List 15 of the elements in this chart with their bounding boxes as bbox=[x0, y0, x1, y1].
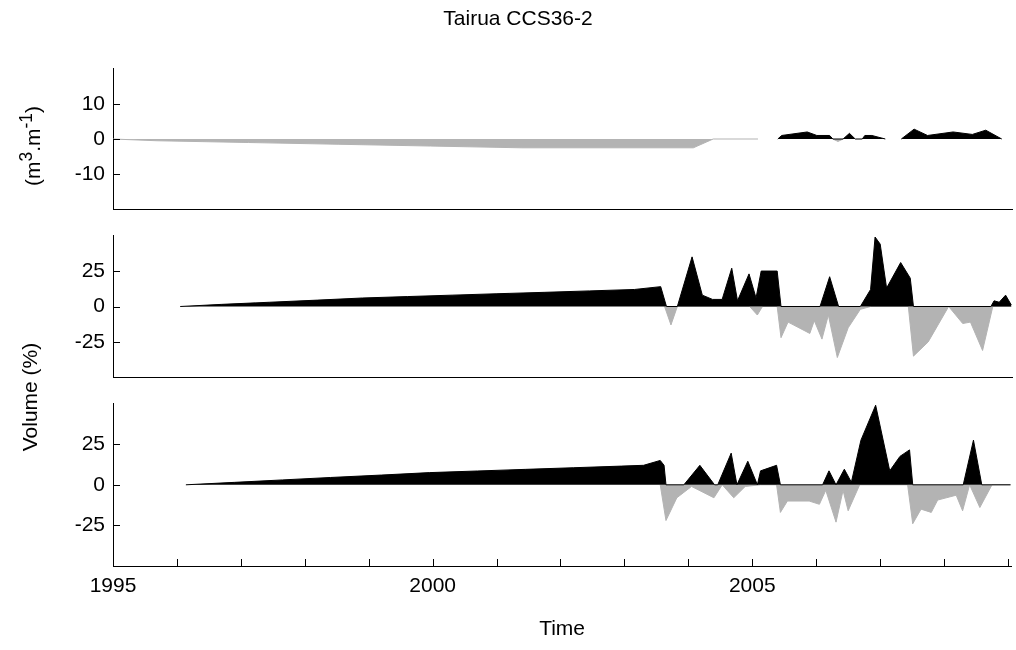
x-axis-title: Time bbox=[539, 616, 586, 640]
y-tick-label: -25 bbox=[74, 512, 105, 536]
y-tick-label: -25 bbox=[74, 328, 105, 352]
y-tick-label: 10 bbox=[81, 90, 105, 114]
y-tick-label: 25 bbox=[81, 431, 105, 454]
y-tick-label: 25 bbox=[81, 257, 105, 281]
y-tick-label: -10 bbox=[74, 161, 105, 184]
x-tick-label: 2005 bbox=[728, 573, 776, 597]
x-tick-label: 1995 bbox=[89, 573, 137, 597]
y-tick-label: 0 bbox=[93, 293, 105, 317]
y-axis-title: Volume (%) bbox=[18, 342, 42, 452]
x-tick-label: 2000 bbox=[409, 573, 456, 597]
chart-title: Tairua CCS36-2 bbox=[442, 6, 594, 30]
y-tick-label: 0 bbox=[93, 125, 105, 149]
y-tick-label: 0 bbox=[93, 471, 105, 495]
